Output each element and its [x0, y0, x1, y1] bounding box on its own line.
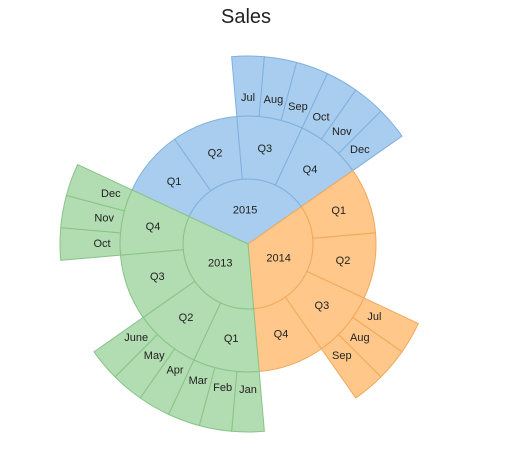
month-label-2014-Aug: Aug	[350, 332, 370, 344]
year-label-2015: 2015	[233, 204, 257, 216]
quarter-label-2014-Q1: Q1	[331, 205, 346, 217]
segments-layer	[59, 55, 420, 433]
month-label-2015-Aug: Aug	[264, 94, 284, 106]
quarter-label-2015-Q4: Q4	[303, 164, 318, 176]
month-label-2013-May: May	[144, 350, 165, 362]
quarter-label-2014-Q2: Q2	[336, 255, 351, 267]
month-label-2013-Mar: Mar	[189, 375, 208, 387]
year-label-2013: 2013	[208, 257, 232, 269]
month-label-2013-Nov: Nov	[94, 213, 114, 225]
quarter-label-2013-Q1: Q1	[224, 333, 239, 345]
month-label-2015-Jul: Jul	[241, 92, 255, 104]
month-label-2013-Oct: Oct	[93, 238, 110, 250]
month-label-2013-Jan: Jan	[239, 384, 257, 396]
month-label-2015-Sep: Sep	[288, 101, 308, 113]
quarter-label-2014-Q4: Q4	[274, 329, 289, 341]
quarter-label-2015-Q2: Q2	[208, 147, 223, 159]
month-label-2014-Jul: Jul	[367, 311, 381, 323]
chart-title: Sales	[221, 6, 271, 28]
year-label-2014: 2014	[266, 252, 290, 264]
month-label-2013-Apr: Apr	[166, 364, 183, 376]
quarter-label-2013-Q4: Q4	[146, 221, 161, 233]
month-label-2014-Sep: Sep	[332, 350, 352, 362]
quarter-label-2013-Q2: Q2	[179, 312, 194, 324]
quarter-label-2013-Q3: Q3	[150, 271, 165, 283]
month-label-2013-Dec: Dec	[101, 188, 121, 200]
month-label-2015-Dec: Dec	[350, 144, 370, 156]
month-segment-2013-Dec	[65, 163, 133, 212]
month-label-2013-June: June	[124, 332, 148, 344]
month-label-2015-Nov: Nov	[332, 126, 352, 138]
quarter-label-2015-Q3: Q3	[257, 143, 272, 155]
month-label-2015-Oct: Oct	[312, 112, 329, 124]
quarter-label-2014-Q3: Q3	[315, 300, 330, 312]
month-label-2013-Feb: Feb	[213, 382, 232, 394]
quarter-label-2015-Q1: Q1	[167, 176, 182, 188]
